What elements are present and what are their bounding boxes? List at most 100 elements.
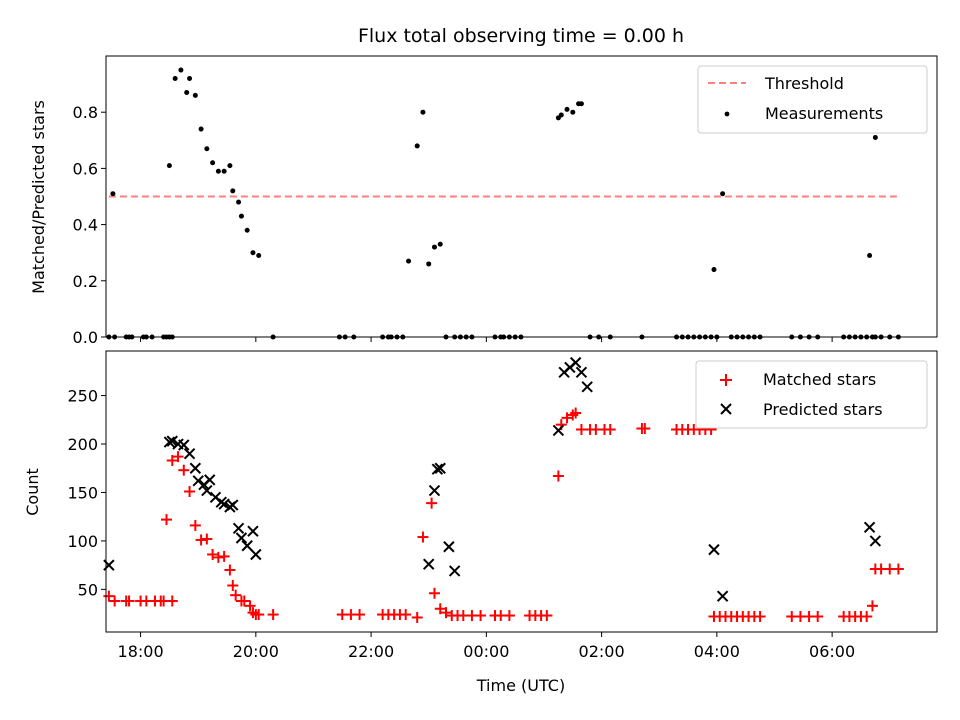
measurement-point <box>236 199 242 205</box>
predicted-star-marker <box>250 548 262 561</box>
matched-star-marker <box>227 579 239 591</box>
x-tick-label: 04:00 <box>694 642 740 661</box>
measurement-point <box>221 168 227 174</box>
measurement-point <box>406 258 412 264</box>
matched-star-marker <box>166 595 178 607</box>
legend-threshold-label: Threshold <box>764 74 844 93</box>
predicted-star-marker <box>431 463 444 475</box>
bottom-plot-frame <box>105 350 938 633</box>
y-tick-label: 0.2 <box>73 272 98 291</box>
y-tick-label: 250 <box>67 387 98 406</box>
top-x-ticks <box>140 337 833 342</box>
matched-star-marker <box>201 533 213 545</box>
predicted-star-marker <box>428 484 441 497</box>
predicted-star-marker <box>708 543 720 556</box>
predicted-star-marker <box>235 532 248 544</box>
predicted-star-marker <box>581 381 593 393</box>
measurement-point <box>227 163 233 169</box>
measurement-point <box>414 143 420 149</box>
measurement-point <box>872 134 878 140</box>
measurement-point <box>198 126 204 132</box>
matched-star-marker <box>103 590 115 602</box>
measurement-point <box>720 191 726 197</box>
predicted-star-marker <box>869 535 882 547</box>
measurement-point <box>256 253 262 259</box>
measurement-point <box>192 92 198 98</box>
x-tick-label: 22:00 <box>348 642 394 661</box>
measurement-point <box>578 101 584 107</box>
measurement-point <box>867 253 873 259</box>
measurement-point <box>426 261 432 267</box>
legend-box <box>697 65 928 134</box>
matched-star-marker <box>541 610 553 622</box>
predicted-star-marker <box>192 475 204 487</box>
predicted-star-marker <box>166 435 178 447</box>
matched-star-marker <box>434 603 446 615</box>
predicted-star-marker <box>448 565 461 577</box>
measurement-point <box>570 109 576 115</box>
matched-star-marker <box>426 497 438 509</box>
matched-star-marker <box>109 595 121 607</box>
top-panel: 0.00.20.40.60.8 Matched/Predicted stars … <box>29 55 938 347</box>
predicted-star-marker <box>434 462 446 474</box>
measurement-point <box>110 191 116 197</box>
measurement-point <box>431 244 437 250</box>
matched-star-marker <box>244 600 256 612</box>
matched-star-marker <box>475 610 487 622</box>
predicted-star-marker <box>178 439 190 451</box>
x-axis-label: Time (UTC) <box>476 676 565 695</box>
predicted-star-marker <box>241 540 253 552</box>
matched-star-marker <box>400 609 412 621</box>
matched-star-marker <box>166 454 178 466</box>
matched-star-marker <box>428 587 440 599</box>
top-plot-frame <box>105 55 938 338</box>
y-tick-label: 150 <box>67 483 98 502</box>
measurement-point <box>437 241 443 247</box>
matched-star-marker <box>866 600 878 612</box>
bottom-panel: 18:00 20:00 22:00 00:00 02:00 04:00 06:00 50 10… <box>23 350 938 695</box>
matched-star-marker <box>503 610 515 622</box>
predicted-star-marker <box>443 541 455 553</box>
matched-star-marker <box>754 610 766 622</box>
x-tick-label: 00:00 <box>463 642 509 661</box>
measurement-point <box>711 267 717 273</box>
matched-star-marker <box>207 548 219 560</box>
legend-box <box>695 360 928 429</box>
predicted-star-marker <box>575 366 588 379</box>
measurement-point <box>166 163 172 169</box>
matched-star-marker <box>189 519 201 531</box>
matched-star-marker <box>161 514 173 526</box>
measurement-point <box>238 213 244 219</box>
measurement-point <box>420 109 426 115</box>
matched-star-marker <box>570 407 582 419</box>
matched-star-marker <box>238 595 250 607</box>
predicted-star-marker <box>232 522 245 535</box>
measurement-point <box>230 188 236 194</box>
matched-star-marker <box>861 610 873 622</box>
measurement-point <box>244 227 250 233</box>
predicted-star-marker <box>183 448 196 460</box>
y-tick-label: 50 <box>78 580 98 599</box>
matched-star-marker <box>230 589 242 601</box>
matched-star-marker <box>604 423 616 435</box>
predicted-star-marker <box>227 499 239 511</box>
x-tick-label: 18:00 <box>118 642 164 661</box>
predicted-stars-layer <box>103 356 882 602</box>
matched-star-marker <box>812 610 824 622</box>
chart-title: Flux total observing time = 0.00 h <box>358 25 684 47</box>
matched-star-marker <box>552 470 564 482</box>
measurement-point <box>172 75 178 81</box>
top-legend: Threshold Measurements <box>697 65 928 134</box>
measurement-point <box>204 146 210 152</box>
measurement-point <box>564 106 570 112</box>
predicted-star-marker <box>552 424 565 437</box>
top-y-axis-label: Matched/Predicted stars <box>29 100 48 294</box>
predicted-star-marker <box>163 436 176 448</box>
legend-predicted-swatch <box>720 403 732 415</box>
matched-star-marker <box>440 607 452 619</box>
matched-star-marker <box>639 423 651 435</box>
matched-star-marker <box>267 609 279 621</box>
matched-star-marker <box>892 563 904 575</box>
matched-star-marker <box>561 412 573 424</box>
